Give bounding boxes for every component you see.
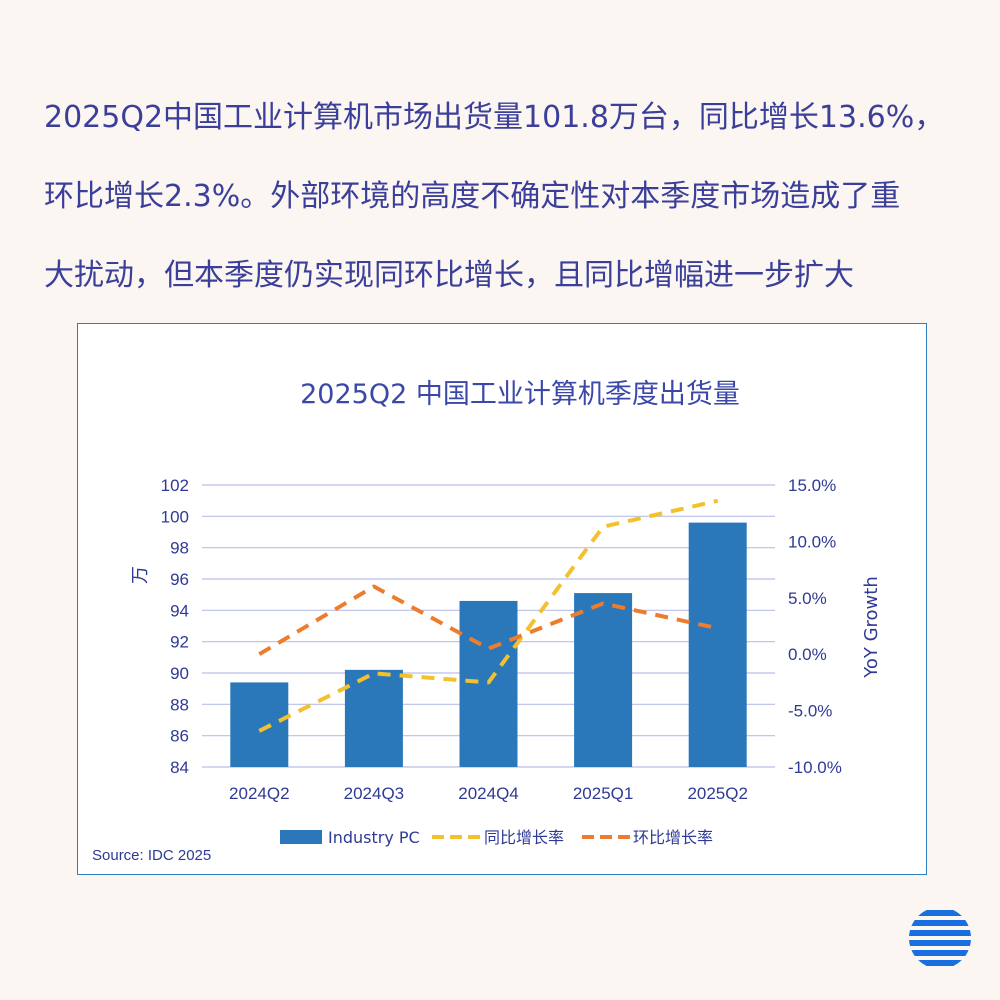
bar-2024Q2	[230, 682, 289, 767]
logo-stripe	[909, 920, 971, 926]
legend: Industry PC 同比增长率 环比增长率	[280, 828, 713, 847]
right-axis-ticks: -10.0% -5.0% 0.0% 5.0% 10.0% 15.0%	[788, 476, 842, 777]
chart-title: 2025Q2 中国工业计算机季度出货量	[300, 379, 740, 410]
y-tick-label: 90	[170, 664, 189, 683]
logo-stripe	[909, 930, 971, 936]
y-tick-label: 96	[170, 570, 189, 589]
y2-tick-label: 10.0%	[788, 532, 836, 551]
source-note: Source: IDC 2025	[92, 847, 212, 864]
y2-tick-label: 0.0%	[788, 645, 827, 664]
brand-logo-icon	[909, 910, 971, 966]
logo-stripe	[909, 960, 971, 966]
y-tick-label: 100	[161, 507, 189, 526]
headline-line-1: 2025Q2中国工业计算机市场出货量101.8万台，同比增长13.6%，	[44, 100, 945, 135]
logo-stripe	[909, 940, 971, 946]
bar-series	[230, 522, 747, 767]
legend-label-qoq: 环比增长率	[633, 828, 713, 847]
y-tick-label: 102	[161, 476, 189, 495]
y-tick-label: 92	[170, 633, 189, 652]
bar-2024Q3	[344, 669, 403, 767]
x-tick-label: 2025Q1	[573, 784, 634, 803]
y2-tick-label: -5.0%	[788, 702, 832, 721]
logo-stripe	[909, 950, 971, 956]
headline-text: 2025Q2中国工业计算机市场出货量101.8万台，同比增长13.6%， 环比增…	[44, 78, 944, 315]
bar-2025Q1	[574, 593, 633, 767]
headline-line-3: 大扰动，但本季度仍实现同环比增长，且同比增幅进一步扩大	[44, 258, 854, 293]
y-axis-label: 万	[130, 566, 151, 584]
y-tick-label: 84	[170, 758, 189, 777]
bar-2025Q2	[688, 522, 747, 767]
x-tick-label: 2024Q2	[229, 784, 290, 803]
y2-tick-label: 5.0%	[788, 589, 827, 608]
legend-swatch-bar	[280, 830, 322, 844]
x-axis-ticks: 2024Q2 2024Q3 2024Q4 2025Q1 2025Q2	[229, 784, 748, 803]
x-tick-label: 2025Q2	[687, 784, 748, 803]
headline-line-2: 环比增长2.3%。外部环境的高度不确定性对本季度市场造成了重	[44, 179, 901, 214]
line-环比增长率	[258, 584, 719, 656]
y2-axis-label: YoY Growth	[861, 576, 882, 679]
legend-label-bar: Industry PC	[328, 828, 420, 847]
y2-tick-label: -10.0%	[788, 758, 842, 777]
y-tick-label: 86	[170, 727, 189, 746]
y-tick-label: 88	[170, 695, 189, 714]
x-tick-label: 2024Q4	[458, 784, 519, 803]
y2-tick-label: 15.0%	[788, 476, 836, 495]
left-axis-ticks: 84 86 88 90 92 94 96 98 100 102	[161, 476, 189, 777]
x-tick-label: 2024Q3	[344, 784, 405, 803]
chart-card	[77, 323, 927, 875]
y-tick-label: 98	[170, 539, 189, 558]
legend-label-yoy: 同比增长率	[484, 828, 564, 847]
logo-stripe	[909, 910, 971, 916]
y-tick-label: 94	[170, 601, 189, 620]
line-series	[258, 498, 719, 733]
